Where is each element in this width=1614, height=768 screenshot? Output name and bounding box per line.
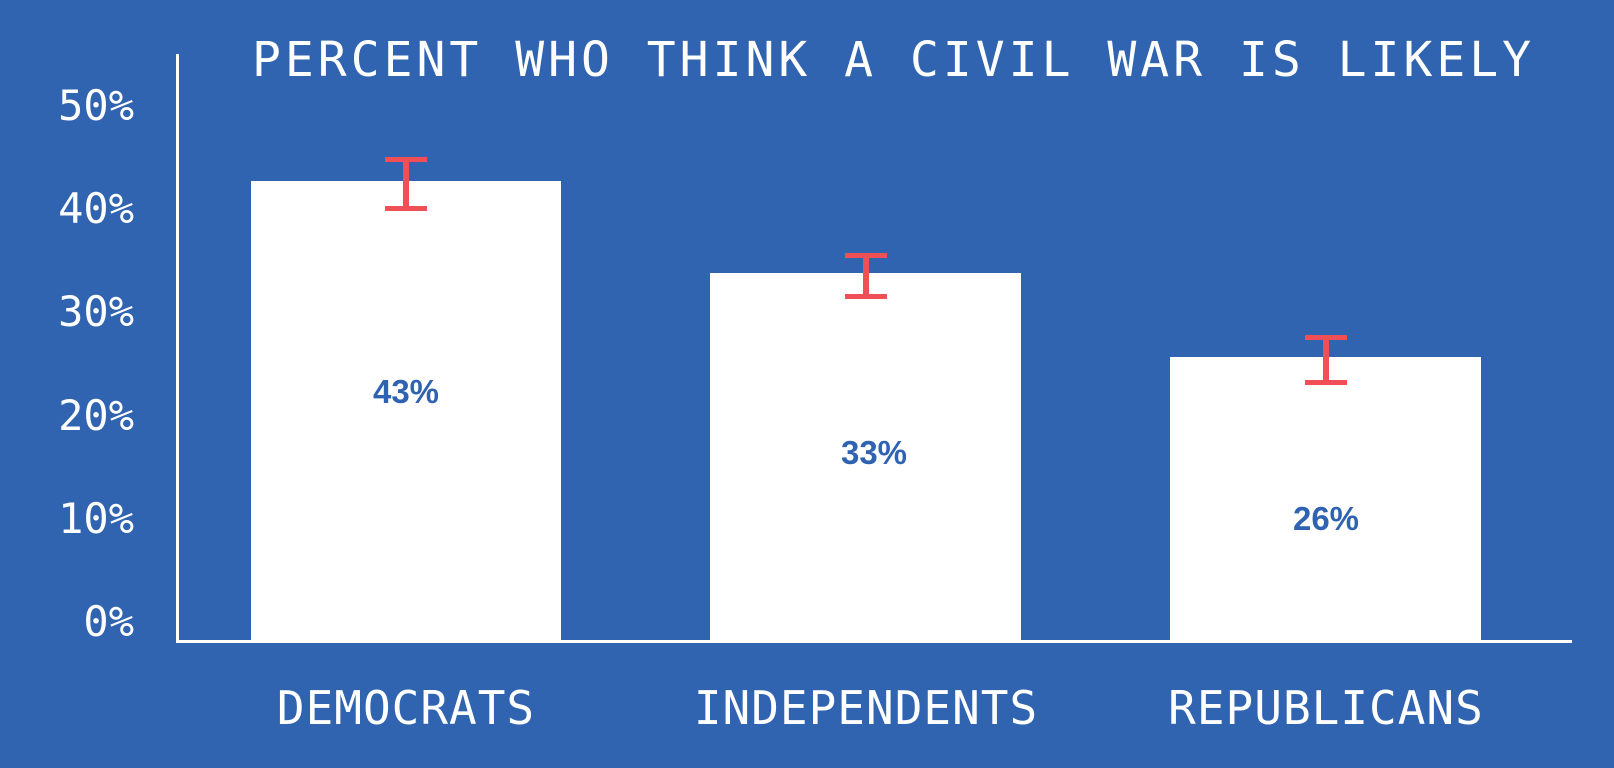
y-tick-label: 10%	[58, 494, 134, 543]
bar-republicans	[1170, 357, 1481, 640]
chart-title: PERCENT WHO THINK A CIVIL WAR IS LIKELY	[252, 32, 1536, 88]
bar-democrats	[251, 181, 561, 640]
error-bar-independents	[845, 253, 887, 299]
y-tick-label: 0%	[83, 597, 134, 646]
y-tick-label: 50%	[58, 81, 134, 130]
x-axis-line	[176, 640, 1572, 643]
y-axis-line	[176, 54, 179, 643]
y-tick-label: 30%	[58, 287, 134, 336]
value-label-republicans: 26%	[1292, 500, 1360, 537]
category-label-democrats: DEMOCRATS	[276, 681, 536, 735]
error-bar-republicans	[1305, 335, 1347, 385]
value-label-democrats: 43%	[372, 373, 440, 410]
error-bar-democrats	[385, 157, 427, 211]
bar-independents	[710, 273, 1021, 640]
category-label-republicans: REPUBLICANS	[1168, 681, 1484, 735]
category-label-independents: INDEPENDENTS	[693, 681, 1039, 735]
value-label-independents: 33%	[840, 434, 908, 471]
y-tick-label: 20%	[58, 391, 134, 440]
y-tick-label: 40%	[58, 184, 134, 233]
